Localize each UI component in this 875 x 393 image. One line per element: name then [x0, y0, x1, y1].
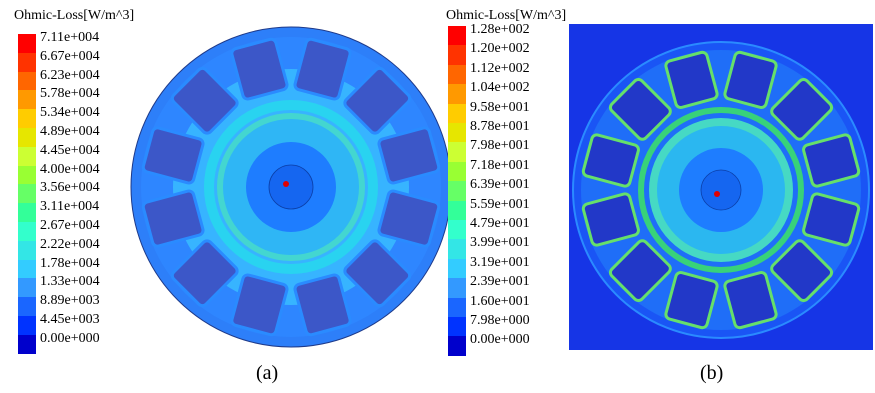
legend-swatch: [18, 146, 36, 166]
legend-swatch: [18, 222, 36, 241]
legend-tick-label: 2.22e+004: [40, 236, 100, 252]
stator-slot: [343, 66, 412, 135]
legend-title: Ohmic-Loss[W/m^3]: [14, 8, 135, 23]
legend-tick-label: 9.58e+001: [470, 99, 530, 115]
legend-swatch: [448, 239, 466, 259]
legend-tick-label: 4.89e+004: [40, 124, 100, 139]
legend-tick-label: 8.89e+003: [40, 293, 100, 309]
legend-tick-label: 7.98e+000: [470, 313, 530, 328]
legend-swatch: [18, 259, 36, 279]
legend-swatch: [448, 84, 466, 104]
legend-tick-label: 4.45e+004: [40, 142, 100, 158]
stator-slot: [664, 50, 719, 109]
legend-swatch: [18, 128, 36, 147]
motor-cross-section: [569, 24, 873, 350]
legend-swatch: [18, 240, 36, 260]
legend-swatch: [18, 165, 36, 185]
legend-swatch: [448, 142, 466, 162]
legend-swatch: [18, 109, 36, 128]
legend-tick-label: 7.11e+004: [40, 30, 100, 45]
stator-slot: [230, 37, 289, 101]
legend-swatch: [448, 220, 466, 240]
stator-slot: [581, 133, 640, 188]
legend-swatch: [448, 278, 466, 298]
stator-slot: [608, 239, 672, 303]
legend-tick-label: 1.33e+004: [40, 274, 100, 290]
legend-swatch: [448, 64, 466, 85]
stator-slot: [664, 271, 719, 330]
legend-swatch: [448, 336, 466, 356]
legend-tick-label: 3.11e+004: [40, 199, 100, 215]
legend-tick-label: 7.98e+001: [470, 138, 530, 154]
stator-slot: [230, 273, 289, 337]
legend-tick-label: 3.19e+001: [470, 254, 530, 270]
legend-tick-label: 5.59e+001: [470, 196, 530, 212]
legend-tick-label: 5.78e+004: [40, 86, 100, 102]
legend-tick-label: 6.23e+004: [40, 67, 100, 83]
legend-tick-label: 2.67e+004: [40, 218, 100, 233]
stator-slot: [141, 126, 205, 185]
stator-slot: [141, 189, 205, 248]
legend-tick-label: 1.78e+004: [40, 255, 100, 271]
legend-swatch: [448, 297, 466, 317]
motor-cross-section: [130, 26, 452, 348]
stator-slot: [170, 66, 239, 135]
legend-tick-label: 1.12e+002: [470, 60, 530, 76]
legend-swatch: [448, 123, 466, 143]
legend-title: Ohmic-Loss[W/m^3]: [446, 8, 567, 23]
legend-swatch: [18, 278, 36, 298]
legend-tick-label: 4.00e+004: [40, 161, 100, 177]
legend-swatch: [18, 184, 36, 204]
stator-slot: [581, 192, 640, 247]
legend-swatch: [448, 258, 466, 279]
legend-tick-label: 5.34e+004: [40, 105, 100, 121]
legend-swatch: [18, 203, 36, 222]
stator-slot: [723, 50, 778, 109]
legend-tick-label: 1.60e+001: [470, 293, 530, 309]
legend-tick-label: 7.18e+001: [470, 157, 530, 173]
legend-swatch: [448, 26, 466, 46]
stator-slot: [293, 273, 352, 337]
legend-swatch: [448, 200, 466, 220]
legend-tick-label: 1.28e+002: [470, 22, 530, 37]
stator-slot: [608, 77, 672, 141]
stator-slot: [770, 239, 834, 303]
legend-swatch: [448, 45, 466, 65]
legend-tick-label: 1.20e+002: [470, 41, 530, 57]
legend-tick-label: 1.04e+002: [470, 80, 530, 96]
legend-tick-label: 4.45e+003: [40, 312, 100, 327]
stator-slot: [377, 126, 441, 185]
legend-tick-label: 0.00e+000: [470, 332, 530, 348]
caption: (a): [256, 362, 279, 384]
stator-slot: [377, 189, 441, 248]
stator-slot: [802, 192, 861, 247]
legend-swatch: [18, 297, 36, 316]
legend-swatch: [18, 52, 36, 72]
caption: (b): [700, 362, 724, 384]
legend-tick-label: 6.67e+004: [40, 48, 100, 64]
stator-slot: [723, 271, 778, 330]
stator-slot: [770, 77, 834, 141]
legend-swatch: [18, 90, 36, 110]
legend-swatch: [448, 181, 466, 201]
legend-swatch: [18, 334, 36, 354]
legend-tick-label: 2.39e+001: [470, 274, 530, 290]
legend-tick-label: 0.00e+000: [40, 330, 100, 346]
legend-swatch: [18, 316, 36, 335]
stator-slot: [343, 239, 412, 308]
legend-swatch: [18, 34, 36, 53]
legend-swatch: [448, 103, 466, 123]
legend-tick-label: 6.39e+001: [470, 177, 530, 193]
legend-tick-label: 3.56e+004: [40, 180, 100, 196]
legend-tick-label: 4.79e+001: [470, 216, 530, 231]
stator-slot: [802, 133, 861, 188]
stator-slot: [293, 37, 352, 101]
legend-swatch: [448, 161, 466, 182]
legend-tick-label: 3.99e+001: [470, 235, 530, 251]
legend-swatch: [18, 71, 36, 91]
legend-swatch: [448, 317, 466, 337]
legend-tick-label: 8.78e+001: [470, 119, 530, 134]
stator-slot: [170, 239, 239, 308]
